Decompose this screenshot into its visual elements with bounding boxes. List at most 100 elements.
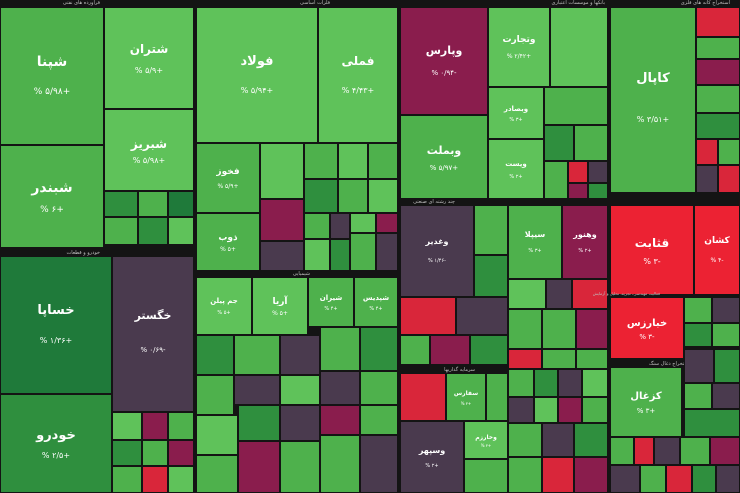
tile-vpost[interactable]: وپست % ۲+ [488,139,544,199]
tile-small[interactable] [142,466,168,493]
tile-shetran[interactable]: شتران % ۵/۹+ [104,7,194,109]
tile-small[interactable] [196,415,238,455]
tile-vebmellat[interactable]: وبملت % ۵/۹۷+ [400,115,488,199]
tile-small[interactable] [574,423,608,457]
tile-small[interactable] [582,369,608,397]
tile-small[interactable] [684,409,740,437]
tile-small[interactable] [474,205,508,255]
tile-kgashan[interactable]: کشان % ۴- [694,205,740,295]
tile-small[interactable] [350,233,376,271]
tile-small[interactable] [718,165,740,193]
tile-small[interactable] [684,297,712,323]
tile-vghadir[interactable]: وغدیر % ۱/۴۶- [400,205,474,297]
tile-cipla[interactable]: سیپلا % ۳+ [508,205,562,279]
tile-small[interactable] [104,217,138,245]
tile-small[interactable] [360,371,398,405]
tile-small[interactable] [320,371,360,405]
tile-small[interactable] [196,335,234,375]
tile-small[interactable] [666,465,692,493]
tile-small[interactable] [304,239,330,271]
tile-small[interactable] [330,213,350,239]
tile-small[interactable] [138,191,168,217]
tile-small[interactable] [320,327,360,371]
tile-kzeghal[interactable]: کزغال % ۳+ [610,367,682,437]
tile-khodro[interactable]: خودرو % ۲/۵+ [0,394,112,493]
tile-small[interactable] [712,297,740,323]
tile-small[interactable] [558,397,582,423]
tile-small[interactable] [654,437,680,465]
tile-small[interactable] [574,457,608,493]
tile-khgostar[interactable]: خگستر % ۰/۶۹- [112,256,194,412]
tile-small[interactable] [376,233,398,271]
tile-small[interactable] [330,239,350,271]
tile-small[interactable] [168,412,194,440]
tile-small[interactable] [712,383,740,409]
tile-small[interactable] [568,161,588,183]
tile-small[interactable] [568,183,588,199]
tile-small[interactable] [168,191,194,217]
tile-shiran[interactable]: شیران % ۴+ [308,277,354,327]
tile-small[interactable] [304,213,330,239]
tile-small[interactable] [260,143,304,199]
tile-small[interactable] [234,375,280,405]
tile-small[interactable] [712,323,740,347]
tile-small[interactable] [168,466,194,493]
tile-vahnor[interactable]: وهنور % ۲+ [562,205,608,279]
tile-small[interactable] [280,335,320,375]
tile-small[interactable] [508,349,542,369]
tile-small[interactable] [112,440,142,466]
tile-small[interactable] [696,113,740,139]
tile-small[interactable] [168,217,194,245]
tile-small[interactable] [544,125,574,161]
tile-shebandar[interactable]: شبندر % ۶+ [0,145,104,248]
tile-small[interactable] [684,323,712,347]
tile-vsepehr[interactable]: وسپهر % ۲+ [400,421,464,493]
tile-kapal[interactable]: کاپال % ۳/۵۱+ [610,7,696,193]
tile-small[interactable] [714,349,740,383]
tile-fameli[interactable]: فملی % ۴/۴۳+ [318,7,398,143]
tile-vbsader[interactable]: وبصادر % ۳+ [488,87,544,139]
tile-small[interactable] [350,213,376,233]
tile-small[interactable] [710,437,740,465]
tile-small[interactable] [684,383,712,409]
tile-vtejarat[interactable]: وتجارت % ۲/۴۲+ [488,7,550,87]
tile-small[interactable] [280,441,320,493]
tile-small[interactable] [534,369,558,397]
tile-small[interactable] [168,440,194,466]
tile-shapna[interactable]: شپنا % ۵/۹۸+ [0,7,104,145]
tile-small[interactable] [696,59,740,85]
tile-small[interactable] [696,7,740,37]
tile-small[interactable] [196,375,234,415]
tile-small[interactable] [368,179,398,213]
tile-small[interactable] [112,466,142,493]
tile-small[interactable] [464,459,508,493]
tile-ghenab[interactable]: قثابت % ۳- [610,205,694,295]
tile-small[interactable] [260,199,304,241]
tile-small[interactable] [360,435,398,493]
tile-small[interactable] [280,375,320,405]
tile-small[interactable] [574,125,608,161]
tile-khsapa[interactable]: خساپا % ۱/۳۶+ [0,256,112,394]
tile-small[interactable] [238,405,280,441]
tile-small[interactable] [696,139,718,165]
tile-small[interactable] [304,143,338,179]
tile-khabarz[interactable]: خبارزس % ۳- [610,297,684,359]
tile-small[interactable] [696,85,740,113]
tile-small[interactable] [400,297,456,335]
tile-small[interactable] [684,349,714,383]
tile-small[interactable] [692,465,716,493]
tile-aria[interactable]: آریا % ۵+ [252,277,308,335]
tile-small[interactable] [542,349,576,369]
tile-vebpars[interactable]: وپارس % ۰/۹۴- [400,7,488,115]
tile-small[interactable] [360,405,398,435]
tile-small[interactable] [610,465,640,493]
tile-small[interactable] [508,369,534,397]
tile-small[interactable] [508,279,546,309]
tile-small[interactable] [544,87,608,125]
tile-small[interactable] [588,161,608,183]
tile-sfars[interactable]: سفارس % ۳+ [446,373,486,421]
tile-foolad[interactable]: فولاد % ۵/۹۴+ [196,7,318,143]
tile-small[interactable] [368,143,398,179]
tile-small[interactable] [542,423,574,457]
tile-small[interactable] [304,179,338,213]
